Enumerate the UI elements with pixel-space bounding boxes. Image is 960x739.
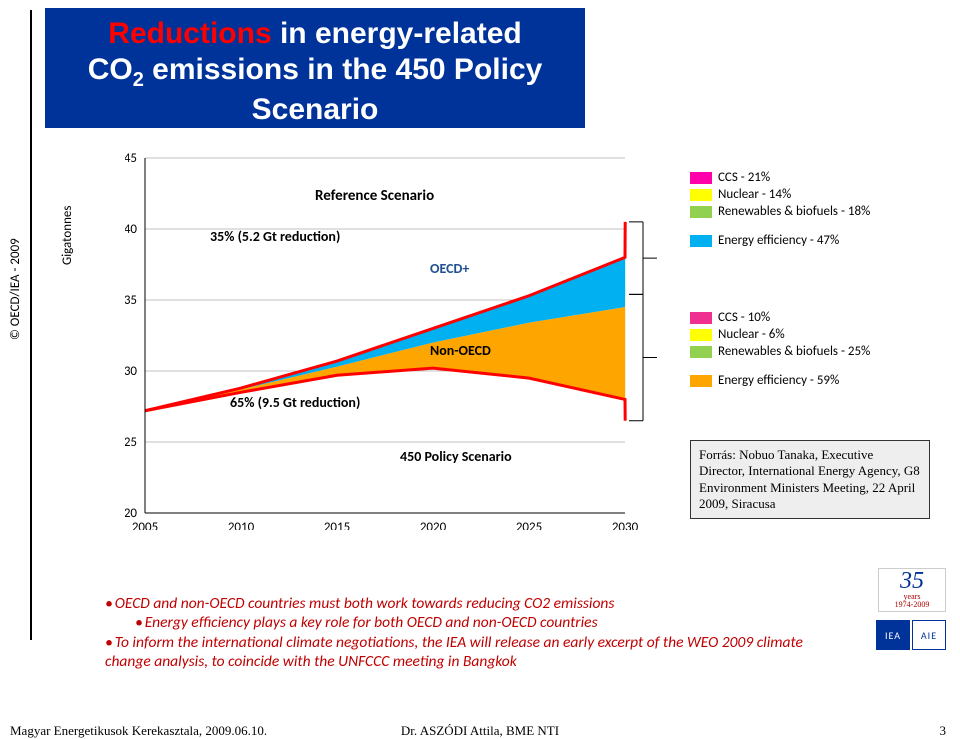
bullet-item: OECD and non-OECD countries must both wo… bbox=[105, 594, 835, 613]
logo-35years: 35years 1974-2009 bbox=[878, 568, 946, 612]
legend-oecd: CCS - 21% Nuclear - 14% Renewables & biofu… bbox=[690, 170, 870, 250]
title-line1: in energy-related bbox=[280, 17, 522, 50]
footer-center: Dr. ASZÓDI Attila, BME NTI bbox=[401, 723, 559, 739]
anno-65pct: 65% (9.5 Gt reduction) bbox=[230, 394, 360, 411]
legend-item: CCS - 21% bbox=[690, 170, 870, 185]
source-box: Forrás: Nobuo Tanaka, Executive Director… bbox=[690, 440, 930, 519]
svg-text:40: 40 bbox=[125, 222, 137, 237]
aie-logo: AIE bbox=[912, 620, 946, 650]
anno-nonoecd: Non-OECD bbox=[430, 342, 491, 359]
emissions-chart: 202530354045200520102015202020252030 bbox=[125, 150, 685, 530]
svg-text:2030: 2030 bbox=[612, 520, 639, 530]
footer-pagenum: 3 bbox=[940, 723, 947, 739]
anno-450: 450 Policy Scenario bbox=[400, 448, 512, 465]
legend-item: Nuclear - 6% bbox=[690, 327, 870, 342]
anno-35pct: 35% (5.2 Gt reduction) bbox=[210, 228, 340, 245]
svg-text:2005: 2005 bbox=[132, 520, 158, 530]
bullet-item: To inform the international climate nego… bbox=[105, 633, 835, 672]
bullet-item: Energy efficiency plays a key role for b… bbox=[105, 613, 835, 632]
anno-oecd: OECD+ bbox=[430, 260, 469, 277]
title-highlight: Reductions bbox=[108, 17, 280, 50]
y-axis-label: Gigatonnes bbox=[60, 206, 75, 265]
slide-title: Reductions in energy-related CO2 emissio… bbox=[45, 8, 585, 128]
legend-item: CCS - 10% bbox=[690, 310, 870, 325]
svg-text:25: 25 bbox=[125, 435, 137, 450]
svg-text:20: 20 bbox=[125, 506, 137, 521]
anno-reference: Reference Scenario bbox=[315, 187, 434, 205]
bullet-list: OECD and non-OECD countries must both wo… bbox=[65, 594, 835, 672]
svg-text:2025: 2025 bbox=[516, 520, 542, 530]
legend-item: Renewables & biofuels - 25% bbox=[690, 344, 870, 359]
legend-item: Nuclear - 14% bbox=[690, 187, 870, 202]
svg-text:35: 35 bbox=[125, 293, 137, 308]
svg-text:30: 30 bbox=[125, 364, 137, 379]
footer-left: Magyar Energetikusok Kerekasztala, 2009.… bbox=[10, 723, 267, 739]
copyright: © OECD/IEA - 2009 bbox=[8, 238, 23, 340]
iea-logo: IEA bbox=[876, 620, 910, 650]
svg-text:2010: 2010 bbox=[228, 520, 255, 530]
svg-text:2015: 2015 bbox=[324, 520, 350, 530]
legend-item: Renewables & biofuels - 18% bbox=[690, 204, 870, 219]
legend-item: Energy efficiency - 59% bbox=[690, 373, 870, 388]
vertical-rule bbox=[30, 10, 32, 640]
legend-item: Energy efficiency - 47% bbox=[690, 233, 870, 248]
svg-text:2020: 2020 bbox=[420, 520, 447, 530]
legend-nonoecd: CCS - 10% Nuclear - 6% Renewables & biofue… bbox=[690, 310, 870, 390]
svg-text:45: 45 bbox=[125, 151, 137, 166]
